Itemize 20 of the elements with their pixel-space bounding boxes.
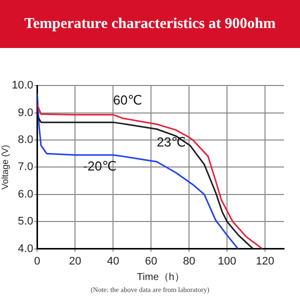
x-tick-label: 60 [144, 255, 158, 268]
y-tick-label: 8.0 [18, 134, 34, 146]
series-label: 23℃ [156, 134, 186, 150]
y-tick-label: 9.0 [18, 106, 34, 119]
x-axis-title: Time（h） [136, 272, 184, 283]
series-label: 60℃ [113, 92, 142, 108]
x-tick-label: 80 [182, 255, 196, 268]
x-tick-label: 20 [69, 255, 82, 268]
series-label: -20℃ [83, 158, 117, 174]
y-tick-label: 10.0 [12, 80, 34, 92]
y-axis-title: Voltage (V) [0, 144, 10, 190]
chart-title: Temperature characteristics at 900ohm [24, 16, 276, 32]
y-tick-label: 5.0 [18, 216, 34, 228]
x-tick-label: 120 [256, 255, 274, 268]
y-tick-label: 4.0 [18, 242, 34, 255]
x-tick-label: 0 [34, 255, 40, 268]
y-tick-label: 6.0 [18, 188, 34, 200]
x-tick-label: 100 [218, 255, 236, 268]
y-tick-label: 7.0 [18, 161, 34, 174]
x-tick-label: 40 [107, 255, 120, 268]
